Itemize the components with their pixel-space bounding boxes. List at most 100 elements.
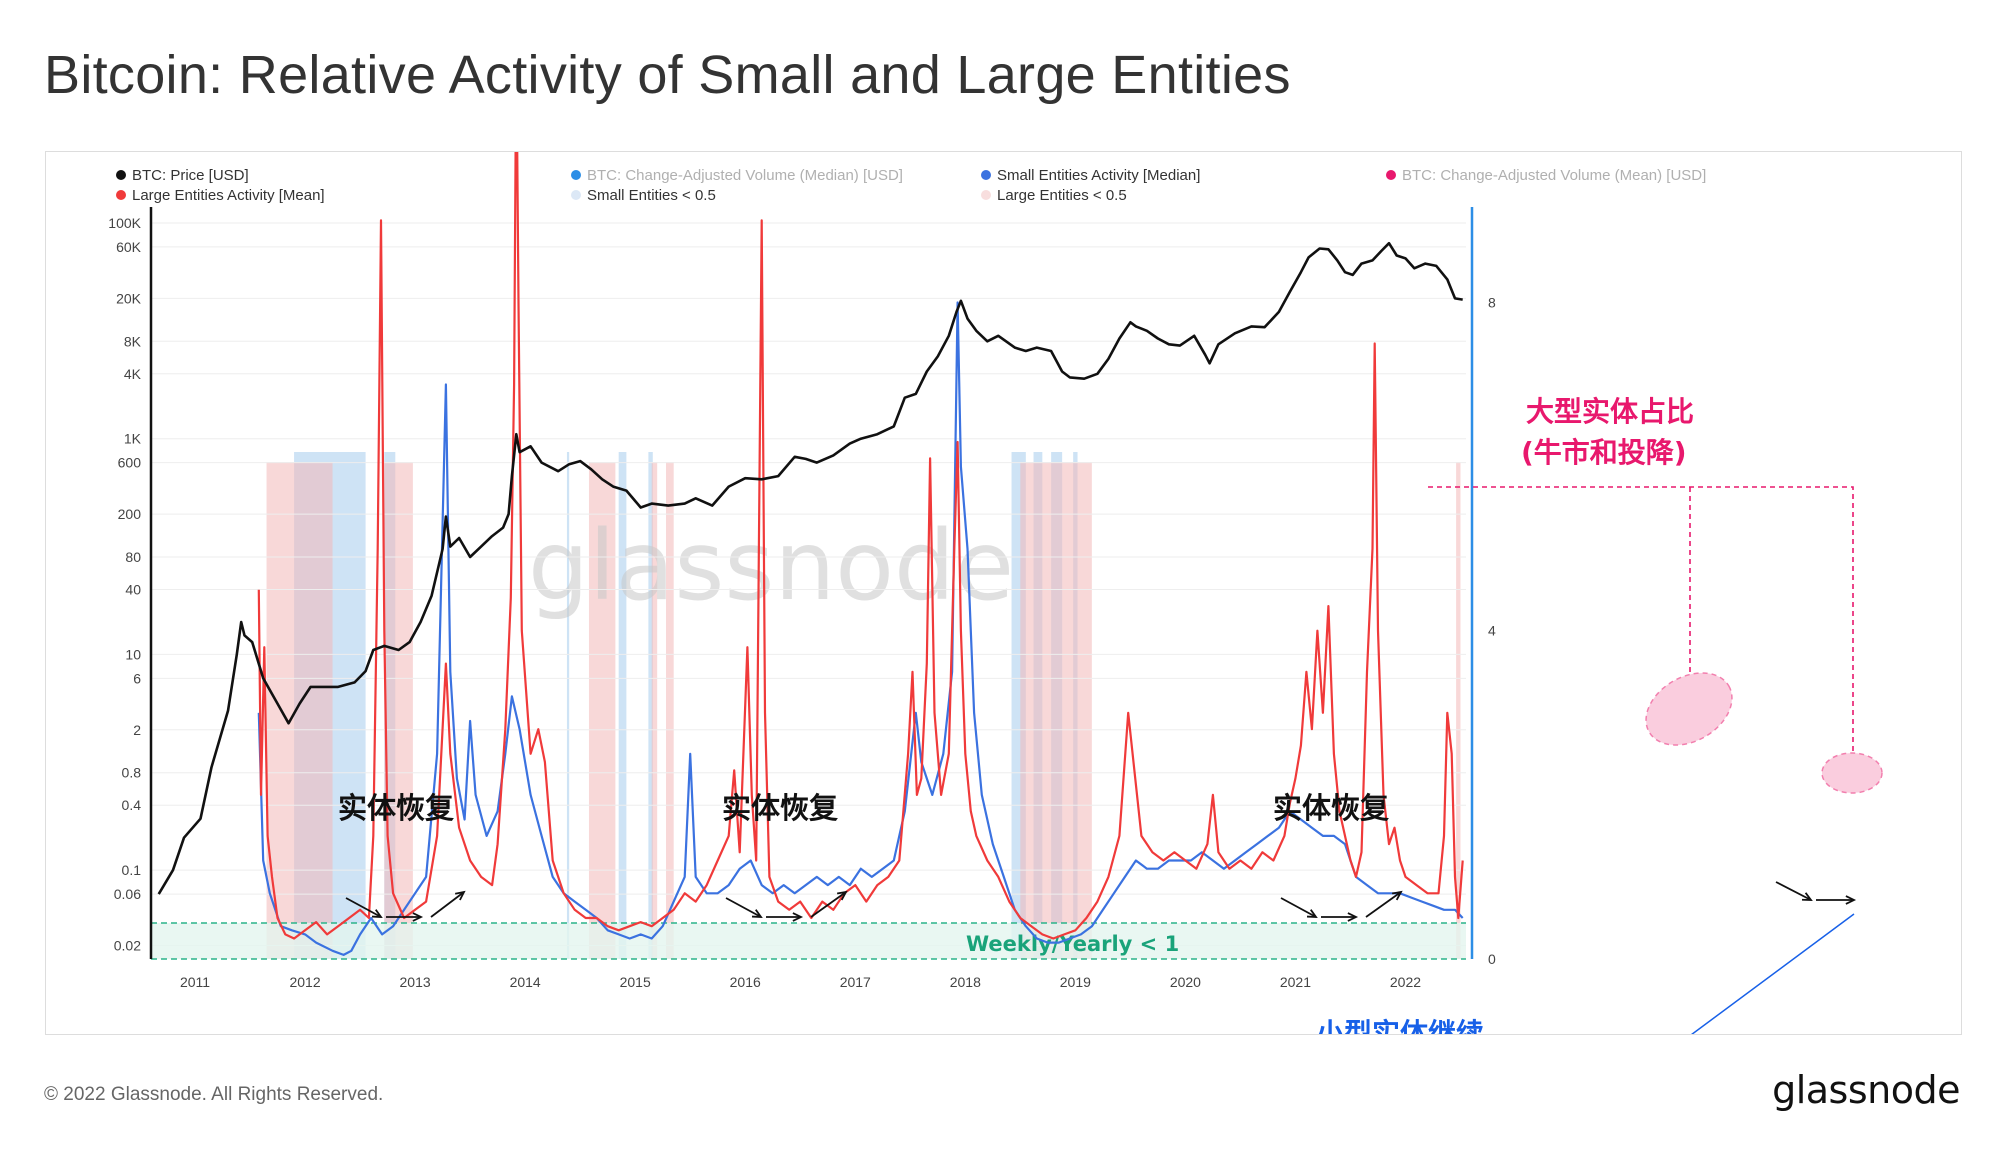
arrow-line bbox=[1365, 891, 1402, 918]
highlight-ellipse-2021 bbox=[1645, 672, 1733, 746]
legend-swatch bbox=[116, 190, 126, 200]
highlight-bands bbox=[266, 452, 1461, 959]
pink-bracket bbox=[1428, 486, 1854, 752]
arrow-head bbox=[1306, 909, 1318, 918]
x-tick-label: 2019 bbox=[1060, 974, 1091, 990]
highlight-ellipse-2022 bbox=[1821, 752, 1883, 794]
threshold-zone-fill bbox=[151, 923, 1466, 959]
x-tick-label: 2015 bbox=[620, 974, 651, 990]
glassnode-logo[interactable]: glassnode bbox=[1772, 1068, 1960, 1112]
left-tick-label: 0.8 bbox=[122, 765, 142, 781]
small-entities-band bbox=[566, 452, 570, 959]
legend-item[interactable]: BTC: Price [USD] bbox=[132, 167, 249, 184]
right-tick-label: 4 bbox=[1488, 623, 1496, 639]
left-tick-label: 2 bbox=[133, 722, 141, 738]
small-entities-band bbox=[618, 452, 627, 959]
legend-swatch bbox=[981, 170, 991, 180]
price-series bbox=[157, 241, 1463, 895]
large-share-line2: (牛市和投降) bbox=[1521, 436, 1687, 469]
legend-swatch bbox=[571, 190, 581, 200]
legend-item[interactable]: BTC: Change-Adjusted Volume (Mean) [USD] bbox=[1402, 167, 1706, 184]
left-tick-label: 60K bbox=[116, 239, 142, 255]
left-tick-label: 0.02 bbox=[114, 938, 141, 954]
arrow-line bbox=[345, 897, 382, 918]
legend-item[interactable]: Large Entities < 0.5 bbox=[997, 187, 1127, 204]
arrow-head bbox=[1347, 912, 1359, 922]
axes: 100K60K20K8K4K1K600200804010620.80.40.10… bbox=[108, 207, 1496, 990]
x-tick-label: 2011 bbox=[180, 974, 210, 990]
left-tick-label: 100K bbox=[108, 215, 141, 231]
series-lines bbox=[157, 152, 1464, 956]
x-tick-label: 2018 bbox=[950, 974, 981, 990]
legend-swatch bbox=[571, 170, 581, 180]
left-tick-label: 8K bbox=[124, 333, 142, 349]
left-tick-label: 600 bbox=[118, 455, 142, 471]
x-tick-label: 2022 bbox=[1390, 974, 1421, 990]
left-tick-label: 0.06 bbox=[114, 886, 141, 902]
arrow-head bbox=[1391, 890, 1403, 901]
recovery-label: 实体恢复 bbox=[338, 791, 454, 825]
left-tick-label: 10 bbox=[125, 646, 141, 662]
blue-pointer bbox=[1691, 913, 1855, 1034]
legend-item[interactable]: Large Entities Activity [Mean] bbox=[132, 187, 325, 204]
arrow-line bbox=[430, 891, 465, 918]
recovery-label: 实体恢复 bbox=[1273, 791, 1389, 825]
arrow-head bbox=[1801, 892, 1813, 901]
large-entities-band bbox=[266, 462, 333, 959]
left-tick-label: 4K bbox=[124, 366, 142, 382]
arrow-head bbox=[792, 912, 804, 922]
large-entities-band bbox=[384, 462, 413, 959]
left-tick-label: 1K bbox=[124, 431, 142, 447]
x-tick-label: 2013 bbox=[400, 974, 431, 990]
x-tick-label: 2014 bbox=[510, 974, 541, 990]
left-tick-label: 6 bbox=[133, 670, 141, 686]
large-entities-band bbox=[665, 462, 674, 959]
large-entities-band bbox=[1456, 462, 1461, 959]
large-entities-band bbox=[651, 462, 658, 959]
left-tick-label: 200 bbox=[118, 506, 142, 522]
large-share-line1: 大型实体占比 bbox=[1526, 395, 1694, 428]
page-title: Bitcoin: Relative Activity of Small and … bbox=[44, 45, 1291, 105]
copyright-text: © 2022 Glassnode. All Rights Reserved. bbox=[44, 1084, 384, 1105]
arrow-line bbox=[725, 897, 762, 918]
x-tick-label: 2020 bbox=[1170, 974, 1201, 990]
arrow-head bbox=[1845, 895, 1857, 905]
legend-item[interactable]: Small Entities < 0.5 bbox=[587, 187, 716, 204]
left-tick-label: 0.4 bbox=[122, 797, 142, 813]
small-entities-series bbox=[257, 301, 1464, 956]
small-entities-band bbox=[648, 452, 653, 959]
arrow-head bbox=[371, 909, 383, 918]
x-tick-label: 2017 bbox=[840, 974, 871, 990]
right-tick-label: 8 bbox=[1488, 294, 1496, 310]
arrow-head bbox=[412, 912, 424, 922]
arrow-line bbox=[1775, 881, 1812, 901]
arrow-head bbox=[454, 890, 466, 901]
left-tick-label: 40 bbox=[125, 581, 141, 597]
threshold-zone-label: Weekly/Yearly < 1 bbox=[966, 932, 1179, 956]
arrow-line bbox=[1280, 897, 1317, 918]
chart: glassnode Weekly/Yearly < 1 100K 60K 20K 8K… bbox=[108, 152, 1883, 1034]
legend-item[interactable]: Small Entities Activity [Median] bbox=[997, 167, 1200, 184]
right-tick-label: 0 bbox=[1488, 951, 1496, 967]
legend-swatch bbox=[116, 170, 126, 180]
large-entities-band bbox=[1020, 462, 1092, 959]
legend-swatch bbox=[981, 190, 991, 200]
watermark: glassnode bbox=[528, 510, 1014, 622]
chart-frame: glassnode Weekly/Yearly < 1 100K 60K 20K 8K… bbox=[45, 151, 1962, 1035]
x-tick-label: 2021 bbox=[1280, 974, 1311, 990]
x-tick-label: 2012 bbox=[289, 974, 320, 990]
threshold-zone: Weekly/Yearly < 1 bbox=[151, 922, 1466, 960]
x-tick-label: 2016 bbox=[730, 974, 761, 990]
arrow-line bbox=[810, 891, 847, 918]
left-tick-label: 80 bbox=[125, 549, 141, 565]
small-active-line1: 小型实体继续 bbox=[1316, 1017, 1484, 1034]
legend-item[interactable]: BTC: Change-Adjusted Volume (Median) [US… bbox=[587, 167, 903, 184]
legend: BTC: Price [USD] Large Entities Activity … bbox=[116, 167, 1706, 204]
large-entities-series bbox=[257, 152, 1464, 940]
recovery-label: 实体恢复 bbox=[722, 791, 838, 825]
legend-swatch bbox=[1386, 170, 1396, 180]
large-entities-band bbox=[588, 462, 616, 959]
left-tick-label: 20K bbox=[116, 290, 142, 306]
arrow-head bbox=[751, 909, 763, 918]
